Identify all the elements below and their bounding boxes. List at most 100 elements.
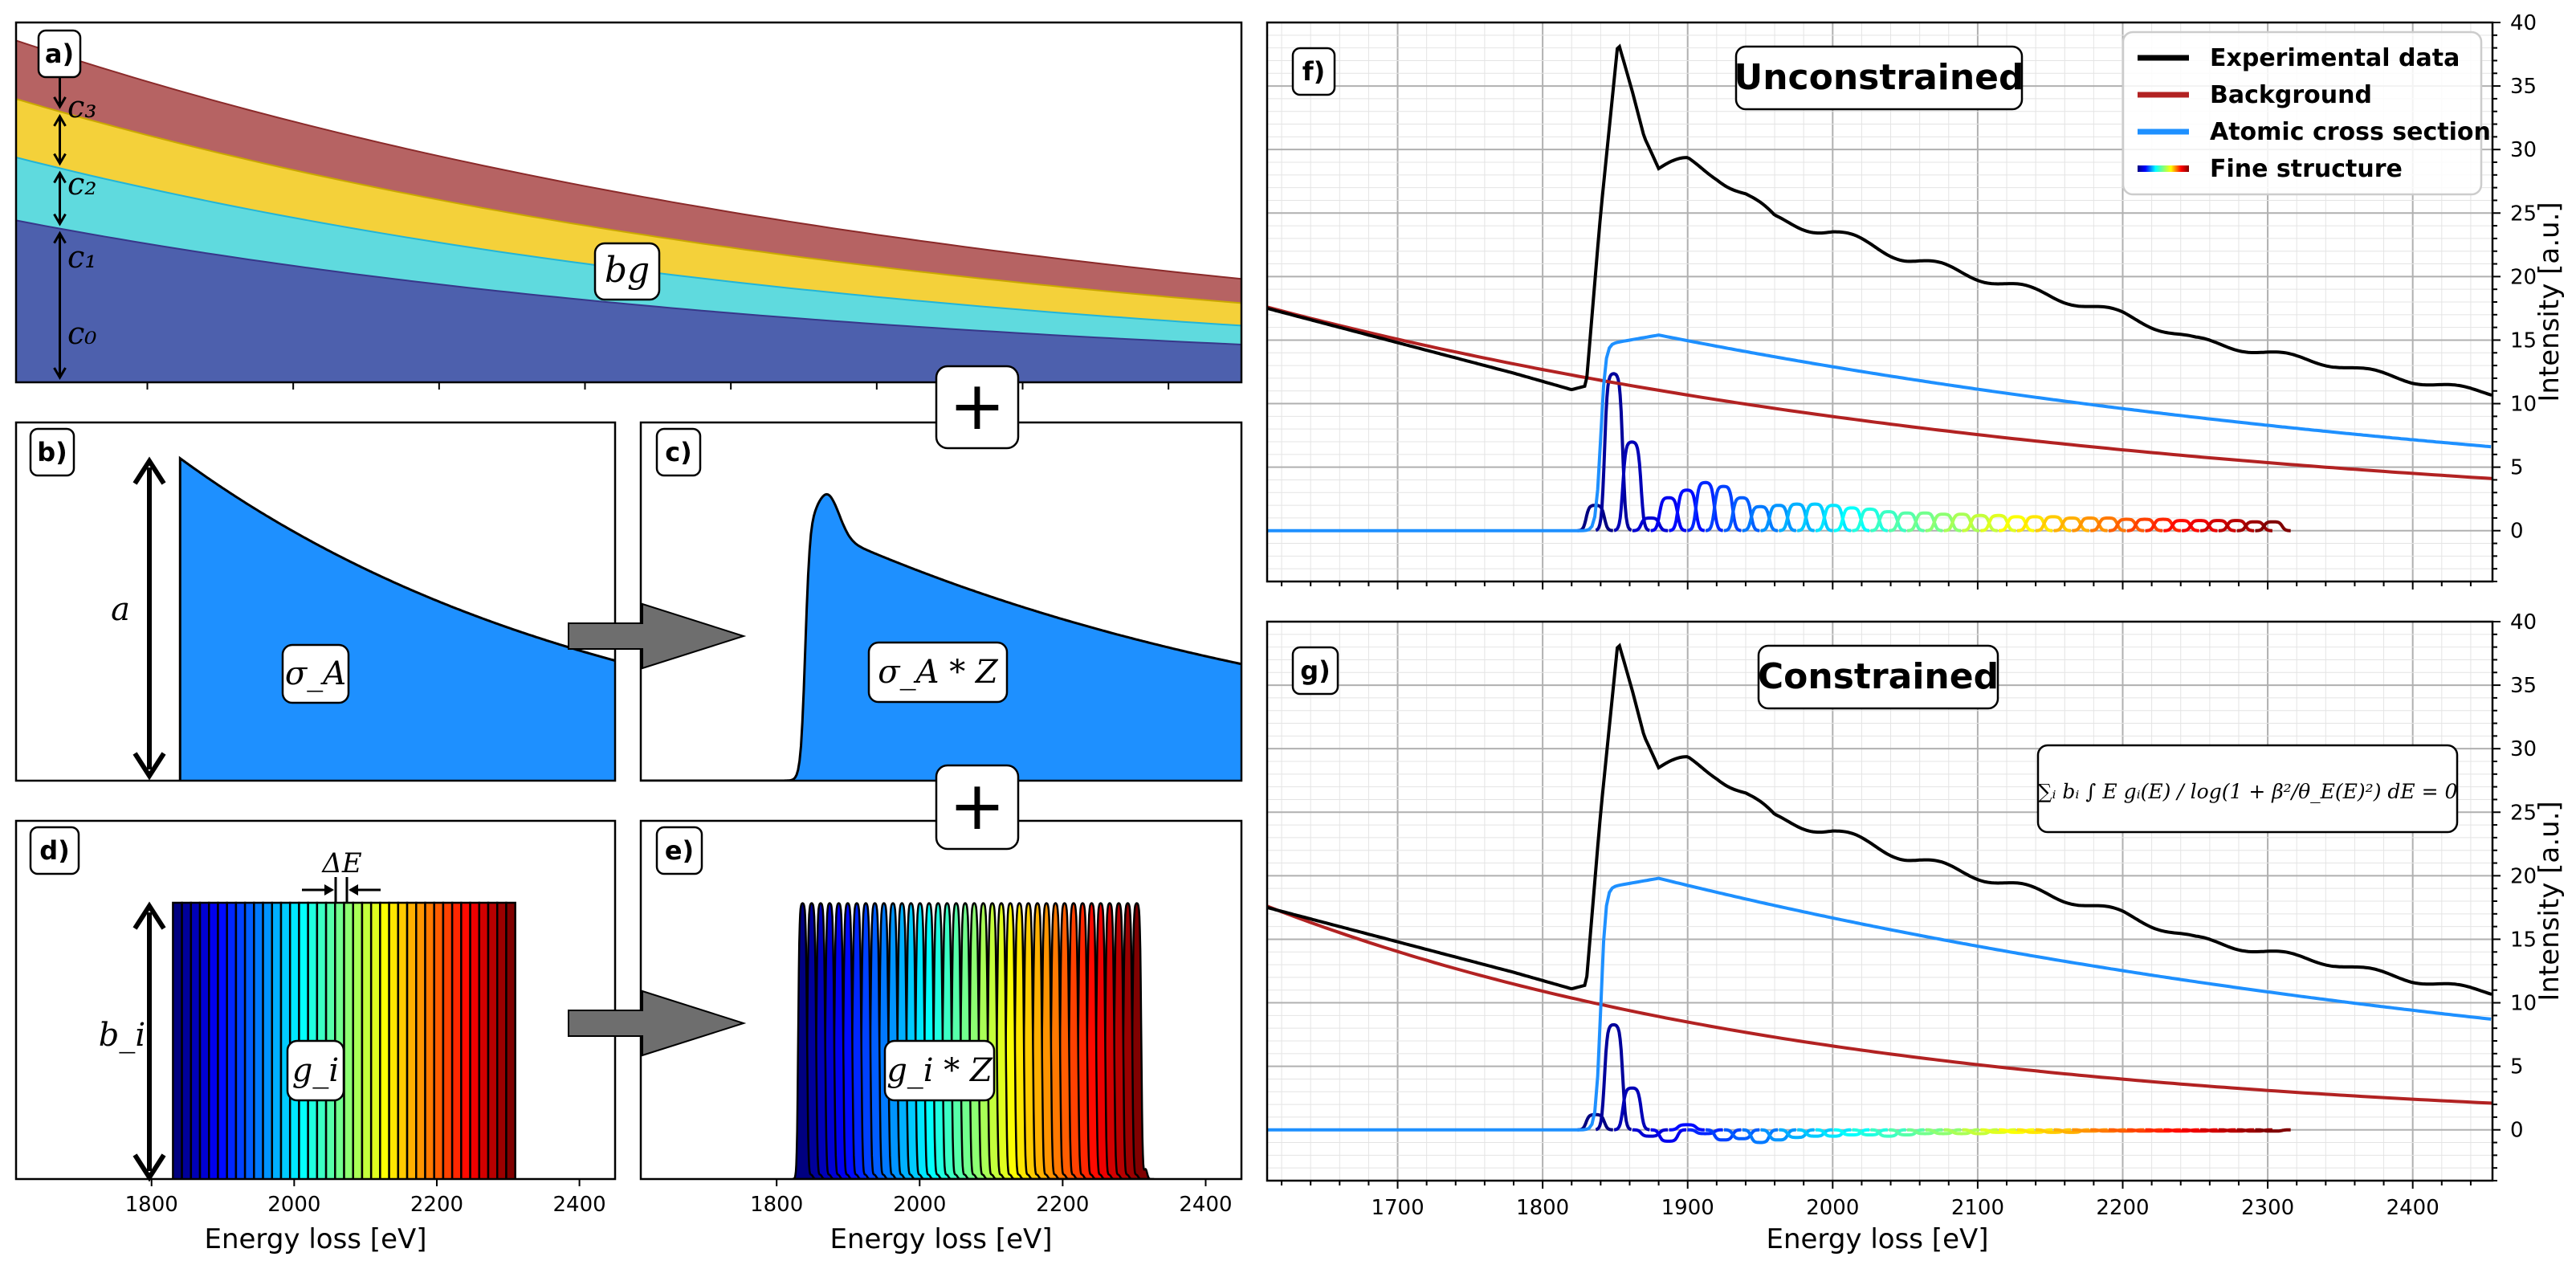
arrow-head [53, 231, 67, 244]
bg-label-box: bg [593, 242, 661, 301]
svg-text:Constrained: Constrained [1758, 656, 1999, 697]
y-tick-label: 20 [2510, 265, 2537, 289]
basis-bar [369, 901, 381, 1179]
legend: Experimental data Background Atomic cros… [2122, 31, 2491, 196]
label-c1: c₁ [67, 239, 97, 275]
x-tick-label: 2400 [553, 1193, 606, 1217]
x-tick-label: 2400 [2386, 1196, 2439, 1220]
fine-structure-peak [1760, 504, 1796, 532]
fine-structure-peak [2200, 519, 2236, 532]
basis-bar [172, 901, 183, 1179]
tag-e: e) [655, 826, 703, 875]
svg-text:c): c) [665, 437, 692, 467]
basis-bar [460, 901, 471, 1179]
x-tick-label: 2000 [267, 1193, 320, 1217]
constraint-equation: ∑ᵢ bᵢ ∫ E gᵢ(E) / log(1 + β²/θ_E(E)²) dE… [2036, 744, 2459, 834]
fine-structure-peak [1613, 1086, 1650, 1132]
delta-e-label: ΔE [320, 847, 362, 879]
x-tick-label: 1700 [1371, 1196, 1424, 1220]
basis-bar [379, 901, 390, 1179]
arrow-head [53, 113, 67, 127]
basis-bar [262, 901, 274, 1179]
fine-structure-peak [1595, 372, 1632, 532]
legend-fine-structure: Fine structure [2210, 155, 2403, 183]
fine-structure-peak [1724, 1128, 1760, 1140]
panel-g-xlabel: Energy loss [eV] [1766, 1223, 1988, 1255]
basis-bar [505, 901, 516, 1179]
gi-label: g_i [292, 1052, 339, 1089]
fine-structure-peak [1889, 511, 1925, 532]
fine-structure-peak [1962, 513, 1998, 532]
fine-structure-peak [2035, 515, 2072, 532]
basis-bar [487, 901, 499, 1179]
panel-f-ylabel: Intensity [a.u.] [2533, 202, 2566, 402]
basis-bar [271, 901, 283, 1179]
fine-structure-peak [2255, 1128, 2291, 1133]
fine-structure-peak [2109, 517, 2145, 532]
basis-bar [279, 901, 291, 1179]
x-tick-label: 1800 [1516, 1196, 1569, 1220]
fine-structure-peak [1889, 1128, 1925, 1136]
fine-structure-peak [2163, 519, 2199, 532]
fine-structure-peak [1943, 1128, 1980, 1136]
plus-box-bottom: + [935, 764, 1020, 851]
x-tick-label: 2200 [1036, 1193, 1089, 1217]
tag-c: c) [655, 427, 702, 477]
fine-structure-curves [1577, 372, 2291, 532]
y-tick-label: 30 [2510, 138, 2537, 162]
fine-structure-peak [1797, 1128, 1833, 1138]
panel-a-plot [16, 39, 1241, 382]
title-f: Unconstrained [1734, 45, 2024, 111]
fine-structure-peak [1686, 480, 1723, 532]
fine-structure-peak [1723, 496, 1760, 532]
basis-bar [424, 901, 435, 1179]
arrow-head [53, 213, 67, 226]
fine-structure-peak [1632, 1128, 1669, 1138]
panel-d: 1800 2000 2200 2400 Energy loss [eV] b_i ΔE… [14, 819, 617, 1255]
panel-e-ticks: 1800 2000 2200 2400 [750, 1179, 1233, 1217]
basis-bar [397, 901, 409, 1179]
y-tick-label: 10 [2510, 992, 2537, 1016]
label-c3: c₃ [67, 89, 97, 124]
basis-bar [469, 901, 481, 1179]
fine-structure-peak [1613, 440, 1650, 532]
y-tick-label: 5 [2510, 456, 2524, 480]
fine-structure-peak [1779, 1128, 1815, 1140]
equation-text: ∑ᵢ bᵢ ∫ E gᵢ(E) / log(1 + β²/θ_E(E)²) dE… [2038, 780, 2458, 803]
fine-structure-peak [1797, 502, 1833, 532]
tag-b: b) [29, 427, 75, 477]
y-tick-label: 30 [2510, 737, 2537, 761]
x-tick-label: 1900 [1661, 1196, 1714, 1220]
svg-text:+: + [949, 366, 1005, 445]
x-tick-label: 2000 [1806, 1196, 1859, 1220]
fine-structure-peak [2182, 519, 2218, 532]
arrow-head [53, 96, 67, 109]
sigma-label-box: σ_A [281, 643, 350, 704]
panel-g: 1700 1800 1900 2000 2100 2200 2300 2400 0 5 10 15 20… [1266, 610, 2566, 1255]
fine-structure-peak [1980, 513, 2016, 532]
background-curve [1267, 305, 2492, 480]
amplitude-label: a [111, 591, 130, 628]
panel-a-frame [14, 21, 1243, 384]
svg-text:+: + [949, 766, 1005, 845]
fine-structure-peak [1833, 506, 1870, 532]
x-tick-label: 2400 [1179, 1193, 1232, 1217]
amplitude-arrow [132, 456, 166, 781]
x-tick-label: 1800 [125, 1193, 178, 1217]
basis-bar [442, 901, 454, 1179]
panel-e-xlabel: Energy loss [eV] [829, 1223, 1052, 1255]
y-tick-label: 0 [2510, 1119, 2524, 1143]
convolved-cross-section-area [641, 492, 1241, 781]
experimental-curve [1267, 643, 2492, 996]
gi-label-box: g_i [286, 1039, 345, 1102]
svg-text:a): a) [45, 39, 74, 69]
basis-bar [181, 901, 193, 1179]
x-tick-label: 2100 [1951, 1196, 2004, 1220]
basis-bar [226, 901, 238, 1179]
y-tick-label: 25 [2510, 801, 2537, 825]
fine-structure-peak [1870, 1128, 1906, 1138]
fine-structure-peak [1999, 1128, 2035, 1134]
panel-g-ylabel: Intensity [a.u.] [2533, 801, 2566, 1001]
tag-a: a) [37, 29, 82, 79]
x-tick-label: 2200 [410, 1193, 463, 1217]
